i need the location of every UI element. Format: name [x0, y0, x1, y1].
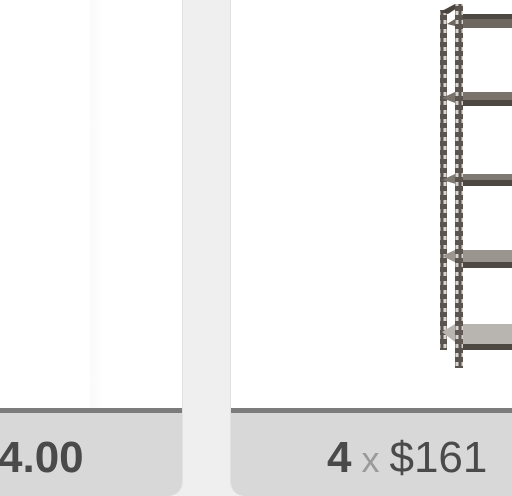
- metal-shelving-unit-icon: [440, 4, 512, 368]
- price-label-right: 4 x $161: [327, 433, 487, 483]
- product-image-area-left: [0, 0, 182, 408]
- price-label-left: 4.00: [0, 433, 84, 482]
- shelf-level-5: [442, 324, 512, 350]
- shelf-level-4: [442, 250, 512, 268]
- price-bar-right: 4 x $161: [231, 408, 512, 496]
- shelf-level-3: [442, 174, 512, 186]
- product-card-left[interactable]: 4.00: [0, 0, 183, 496]
- product-image-area-right: [231, 0, 512, 408]
- product-card-right[interactable]: 4 x $161: [230, 0, 512, 496]
- shelf-level-1: [447, 14, 512, 28]
- quantity-label: 4: [327, 433, 352, 482]
- shelf-level-2: [442, 92, 512, 106]
- multiply-sign: x: [361, 439, 380, 480]
- unit-price-label: $161: [389, 433, 488, 482]
- price-bar-left: 4.00: [0, 408, 182, 496]
